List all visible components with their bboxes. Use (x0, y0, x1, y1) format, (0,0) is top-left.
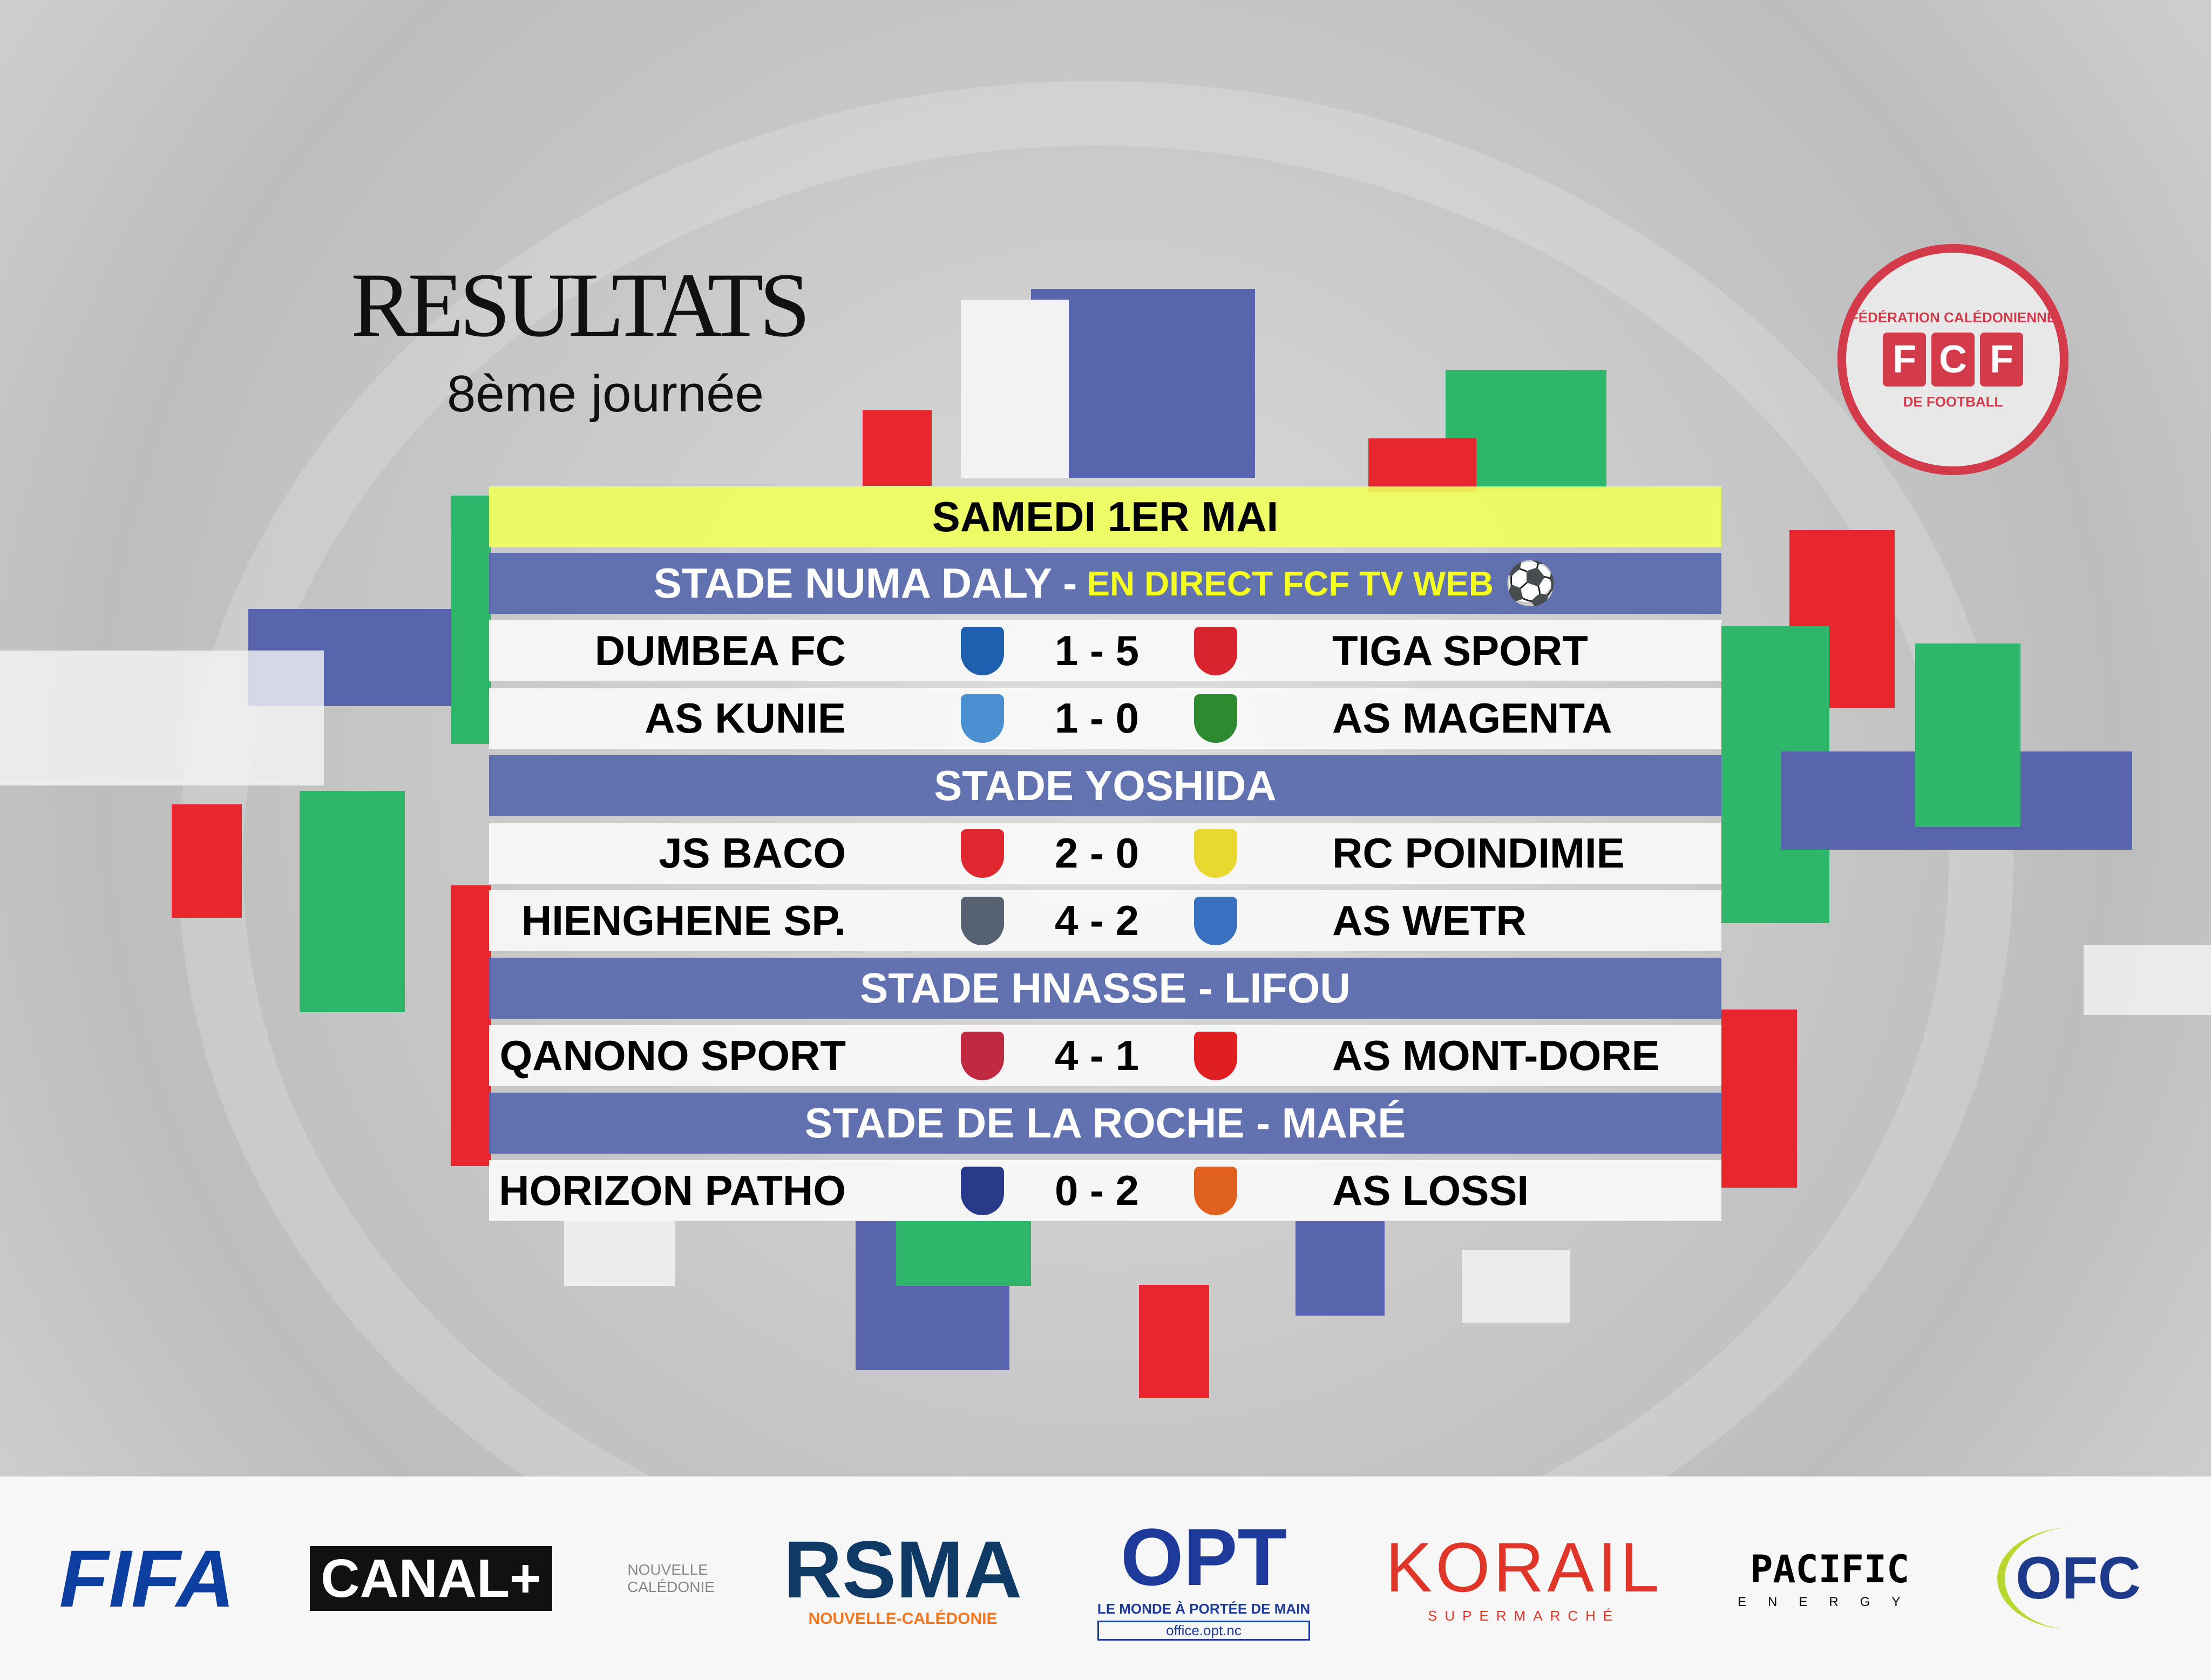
sponsor-ofc: OFC (1997, 1527, 2152, 1630)
away-team-crest-icon (1194, 1166, 1237, 1215)
away-team-crest-icon (1194, 896, 1237, 945)
venue-header: STADE HNASSE - LIFOU (489, 958, 1721, 1019)
venue-header: STADE DE LA ROCHE - MARÉ (489, 1093, 1721, 1154)
venue-header: STADE YOSHIDA (489, 755, 1721, 816)
home-team: HIENGHENE SP. (521, 897, 846, 944)
page-title: RESULTATS (351, 254, 810, 356)
sponsor-pacific-energy: PACIFIC ENERGY (1738, 1547, 1922, 1609)
home-team: JS BACO (659, 829, 846, 877)
date-header: SAMEDI 1ER MAI (489, 486, 1721, 547)
home-team-crest-icon (961, 829, 1004, 878)
sponsor-bar: FIFA CANAL+ NOUVELLE CALÉDONIE RSMA NOUVE… (0, 1476, 2211, 1680)
home-team-crest-icon (961, 1166, 1004, 1215)
away-team: TIGA SPORT (1332, 627, 1588, 674)
away-team-crest-icon (1194, 829, 1237, 878)
away-team: AS LOSSI (1332, 1167, 1529, 1214)
sponsor-gouvernement: NOUVELLE CALÉDONIE (627, 1561, 715, 1595)
match-score: 2 - 0 (1054, 829, 1140, 877)
match-score: 1 - 5 (1054, 627, 1140, 674)
match-row: DUMBEA FC 1 - 5 TIGA SPORT (489, 620, 1721, 681)
match-score: 4 - 2 (1054, 897, 1140, 944)
sponsor-fifa: FIFA (59, 1533, 235, 1624)
match-row: HIENGHENE SP. 4 - 2 AS WETR (489, 890, 1721, 951)
match-row: JS BACO 2 - 0 RC POINDIMIE (489, 823, 1721, 884)
match-row: QANONO SPORT 4 - 1 AS MONT-DORE (489, 1025, 1721, 1086)
matchday-subtitle: 8ème journée (447, 365, 764, 423)
away-team: AS WETR (1332, 897, 1527, 944)
home-team-crest-icon (961, 1031, 1004, 1080)
match-score: 1 - 0 (1054, 694, 1140, 742)
home-team-crest-icon (961, 694, 1004, 743)
away-team: AS MAGENTA (1332, 694, 1612, 742)
fcf-tv-icon: ⚽ (1504, 559, 1557, 607)
home-team: AS KUNIE (645, 694, 846, 742)
home-team: DUMBEA FC (594, 627, 846, 674)
away-team-crest-icon (1194, 694, 1237, 743)
match-row: AS KUNIE 1 - 0 AS MAGENTA (489, 688, 1721, 749)
sponsor-opt: OPT LE MONDE À PORTÉE DE MAIN office.opt.n… (1097, 1516, 1311, 1641)
away-team-crest-icon (1194, 1031, 1237, 1080)
venue-header: STADE NUMA DALY - EN DIRECT FCF TV WEB ⚽ (489, 553, 1721, 614)
home-team: QANONO SPORT (499, 1032, 846, 1079)
home-team-crest-icon (961, 896, 1004, 945)
sponsor-korail: KORAIL SUPERMARCHÉ (1385, 1528, 1663, 1624)
home-team-crest-icon (961, 626, 1004, 675)
away-team-crest-icon (1194, 626, 1237, 675)
match-score: 0 - 2 (1054, 1167, 1140, 1214)
match-row: HORIZON PATHO 0 - 2 AS LOSSI (489, 1160, 1721, 1221)
away-team: RC POINDIMIE (1332, 829, 1625, 877)
match-score: 4 - 1 (1054, 1032, 1140, 1079)
home-team: HORIZON PATHO (499, 1167, 846, 1214)
away-team: AS MONT-DORE (1332, 1032, 1660, 1079)
sponsor-canal: CANAL+ (310, 1546, 552, 1611)
sponsor-rsma: RSMA NOUVELLE-CALÉDONIE (783, 1523, 1022, 1628)
